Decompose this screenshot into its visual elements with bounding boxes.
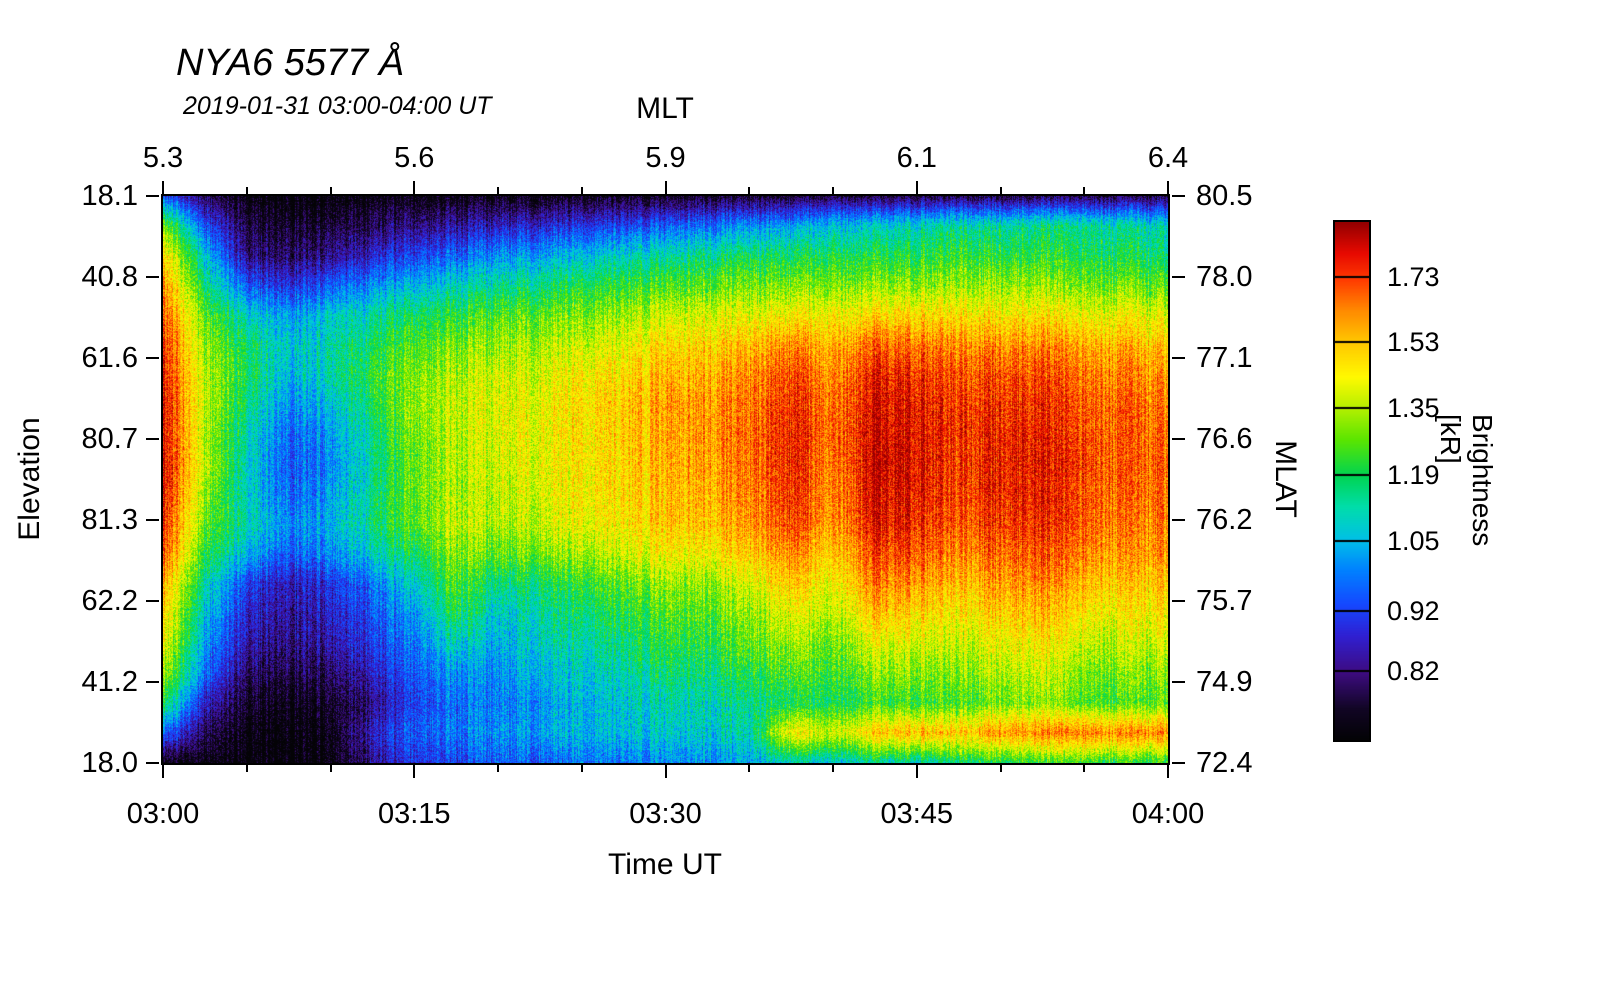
left-axis-tick (146, 276, 159, 278)
bottom-axis-tick (162, 765, 164, 778)
plot-title: NYA6 5577 Å (176, 42, 405, 84)
bottom-axis-minor-tick (580, 765, 583, 772)
colorbar-tick-label: 1.73 (1387, 262, 1440, 292)
colorbar-tick-label: 1.35 (1387, 393, 1440, 423)
right-axis-tick-label: 75.7 (1196, 585, 1253, 617)
left-axis-tick-label: 40.8 (81, 261, 138, 293)
bottom-axis-tick-label: 03:00 (126, 798, 200, 830)
top-axis-tick (1167, 181, 1169, 194)
top-axis-minor-tick (497, 187, 499, 194)
bottom-axis-tick-label: 03:30 (629, 798, 702, 830)
right-axis-tick (1172, 519, 1185, 521)
bottom-axis-title: Time UT (608, 848, 722, 881)
right-axis-tick-label: 74.9 (1196, 666, 1253, 698)
top-axis-tick (413, 181, 416, 194)
colorbar-tick-label: 1.53 (1387, 327, 1440, 357)
top-axis-title: MLT (636, 92, 694, 125)
right-axis-tick (1172, 762, 1185, 764)
bottom-axis-tick-label: 03:45 (880, 798, 954, 830)
left-axis-tick-label: 80.7 (81, 423, 138, 455)
colorbar-tick-label: 1.19 (1387, 460, 1440, 490)
right-axis-tick-label: 80.5 (1196, 180, 1253, 212)
top-axis-minor-tick (1083, 187, 1086, 194)
bottom-axis-minor-tick (748, 765, 751, 772)
left-axis-tick-label: 18.0 (81, 747, 138, 779)
top-axis-tick-label: 5.6 (394, 142, 435, 174)
top-axis-tick (915, 181, 918, 194)
bottom-axis-minor-tick (999, 765, 1002, 772)
bottom-axis-tick (915, 765, 918, 778)
right-axis-tick (1172, 600, 1185, 602)
right-axis-tick-label: 77.1 (1196, 342, 1253, 374)
top-axis-minor-tick (999, 187, 1002, 194)
left-axis-tick-label: 41.2 (81, 666, 138, 698)
bottom-axis-minor-tick (832, 765, 834, 772)
left-axis-tick (146, 357, 159, 359)
bottom-axis-minor-tick (1083, 765, 1086, 772)
right-axis-tick (1172, 195, 1185, 197)
bottom-axis-minor-tick (497, 765, 499, 772)
bottom-axis-tick (1167, 765, 1169, 778)
right-axis-tick (1172, 357, 1185, 359)
bottom-axis-minor-tick (245, 765, 248, 772)
bottom-axis-minor-tick (329, 765, 332, 772)
left-axis-tick (146, 438, 159, 440)
bottom-axis-tick (413, 765, 416, 778)
colorbar-canvas (1335, 222, 1369, 740)
top-axis-minor-tick (245, 187, 248, 194)
right-axis-tick-label: 76.2 (1196, 504, 1253, 536)
left-axis-tick-label: 18.1 (81, 180, 138, 212)
colorbar-tick-label: 0.92 (1387, 596, 1440, 626)
right-axis-tick-label: 78.0 (1196, 261, 1253, 293)
right-axis-tick (1172, 681, 1185, 683)
top-axis-tick-label: 5.9 (645, 142, 686, 174)
bottom-axis-tick-label: 03:15 (377, 798, 451, 830)
top-axis-tick-label: 6.4 (1147, 142, 1189, 174)
top-axis-minor-tick (748, 187, 751, 194)
plot-subtitle: 2019-01-31 03:00-04:00 UT (183, 92, 492, 120)
left-axis-tick (146, 762, 159, 764)
left-axis-tick (146, 681, 159, 683)
bottom-axis-tick-label: 04:00 (1131, 798, 1205, 830)
top-axis-tick-label: 6.1 (896, 142, 937, 174)
left-axis-tick-label: 61.6 (81, 342, 138, 374)
left-axis-tick (146, 195, 159, 197)
left-axis-tick (146, 600, 159, 602)
bottom-axis-tick (664, 765, 667, 778)
top-axis-minor-tick (329, 187, 332, 194)
top-axis-tick-label: 5.3 (142, 142, 184, 174)
colorbar-tick-label: 1.05 (1387, 526, 1440, 556)
right-axis-tick (1172, 276, 1185, 278)
colorbar-tick-label: 0.82 (1387, 656, 1440, 686)
top-axis-minor-tick (580, 187, 583, 194)
heatmap-canvas (163, 196, 1168, 763)
right-axis-tick-label: 72.4 (1196, 747, 1253, 779)
top-axis-minor-tick (832, 187, 834, 194)
left-axis-tick (146, 519, 159, 521)
right-axis-tick-label: 76.6 (1196, 423, 1253, 455)
right-axis-tick (1172, 438, 1185, 440)
colorbar (1333, 220, 1371, 742)
left-axis-tick-label: 62.2 (81, 585, 138, 617)
top-axis-tick (162, 181, 164, 194)
top-axis-tick (664, 181, 667, 194)
plot-area (161, 194, 1170, 765)
left-axis-tick-label: 81.3 (81, 504, 138, 536)
